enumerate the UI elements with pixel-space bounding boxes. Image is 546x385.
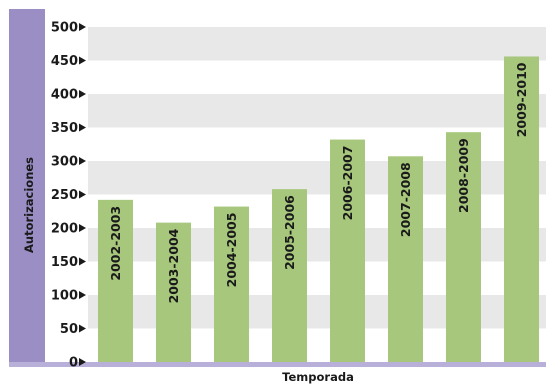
bar xyxy=(330,139,365,362)
bar-category-label: 2005-2006 xyxy=(282,195,297,270)
y-tick-label: 350 xyxy=(51,121,78,136)
y-tick-label: 250 xyxy=(51,188,78,203)
bar xyxy=(272,189,307,362)
bars: 2002-2003 2003-2004 2004-2005 2005-2006 2006… xyxy=(98,56,539,362)
y-tick-label: 400 xyxy=(51,88,78,103)
tick-arrow-icon xyxy=(79,358,86,366)
tick-arrow-icon xyxy=(79,23,86,31)
bar xyxy=(504,56,539,362)
tick-arrow-icon xyxy=(79,190,86,199)
y-tick-label: 150 xyxy=(51,255,78,270)
y-tick-label: 50 xyxy=(60,322,78,337)
tick-arrow-icon xyxy=(79,157,86,165)
bar xyxy=(98,199,133,362)
grid-band xyxy=(88,94,546,128)
y-tick-label: 200 xyxy=(51,222,78,237)
bar xyxy=(214,206,249,362)
bar-category-label: 2008-2009 xyxy=(456,138,471,213)
y-tick-label: 0 xyxy=(69,356,78,371)
bar-category-label: 2002-2003 xyxy=(108,206,123,281)
y-tick-label: 100 xyxy=(51,289,78,304)
y-tick-label: 450 xyxy=(51,54,78,69)
bar-category-label: 2006-2007 xyxy=(340,146,355,221)
y-axis-title: Autorizaciones xyxy=(22,157,36,253)
y-tick-label: 300 xyxy=(51,155,78,170)
tick-arrow-icon xyxy=(79,224,86,232)
x-axis-line xyxy=(9,362,546,367)
tick-arrow-icon xyxy=(79,324,86,333)
tick-arrow-icon xyxy=(79,56,86,65)
y-tick-label: 500 xyxy=(51,21,78,36)
bar xyxy=(156,222,191,362)
tick-arrow-icon xyxy=(79,90,86,98)
bar-category-label: 2004-2005 xyxy=(224,213,239,288)
tick-arrow-icon xyxy=(79,257,86,266)
bar xyxy=(388,156,423,362)
grid-band xyxy=(88,27,546,61)
bar-category-label: 2007-2008 xyxy=(398,162,413,237)
y-tick-labels: 0 50 100 150 200 250 300 350 400 450 500 xyxy=(51,21,86,371)
bar xyxy=(446,132,481,362)
bar-category-label: 2009-2010 xyxy=(514,62,529,137)
tick-arrow-icon xyxy=(79,123,86,132)
x-axis-title: Temporada xyxy=(282,370,354,384)
y-axis-band xyxy=(9,9,45,362)
bar-category-label: 2003-2004 xyxy=(166,228,181,303)
tick-arrow-icon xyxy=(79,291,86,299)
